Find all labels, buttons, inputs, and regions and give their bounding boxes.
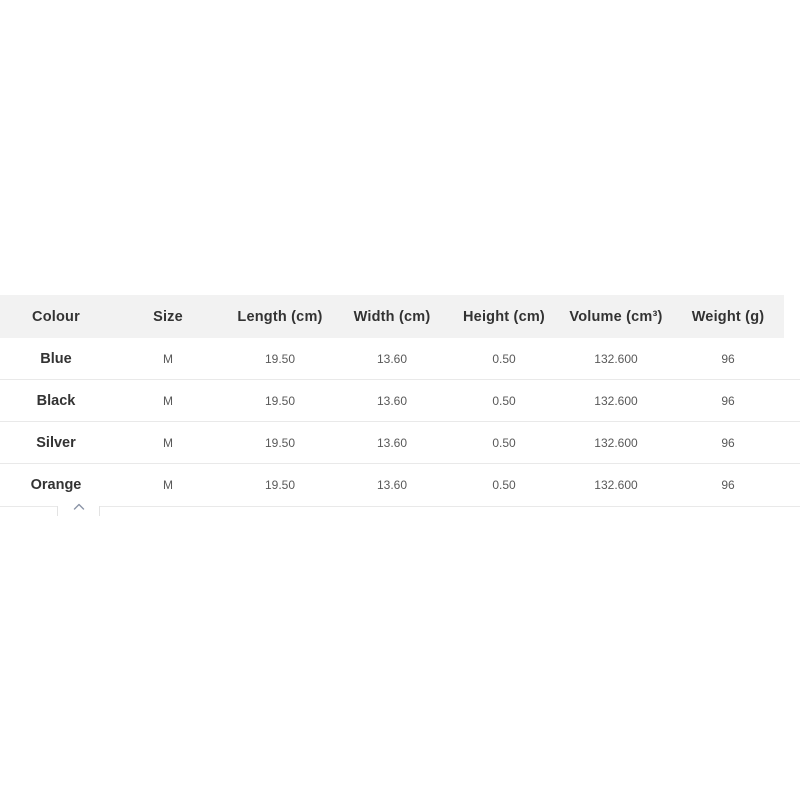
- cell-size: M: [163, 478, 173, 492]
- cell-length: 19.50: [264, 435, 296, 450]
- cell-height: 0.50: [492, 393, 516, 408]
- cell-height: 0.50: [492, 351, 516, 366]
- cell-length: 19.50: [264, 351, 296, 366]
- cell-size: M: [163, 351, 173, 366]
- column-header-size: Size: [153, 308, 183, 325]
- column-header-length: Length (cm): [237, 308, 323, 325]
- cell-weight: 96: [721, 435, 735, 450]
- table-bottom-border: [0, 503, 800, 516]
- cell-height: 0.50: [492, 435, 516, 450]
- cell-volume: 132.600: [594, 393, 638, 408]
- column-header-volume: Volume (cm³): [569, 308, 663, 325]
- table-row: Blue M 19.50 13.60 0.50 132.600 96: [0, 338, 800, 380]
- cell-width: 13.60: [376, 393, 408, 408]
- specification-table: Colour Size Length (cm) Width (cm) Heigh…: [0, 295, 800, 516]
- cell-colour: Black: [36, 392, 76, 409]
- spec-table-header: Colour Size Length (cm) Width (cm) Heigh…: [0, 295, 784, 338]
- cell-colour: Silver: [36, 434, 76, 451]
- cell-colour: Orange: [30, 477, 82, 493]
- column-header-weight: Weight (g): [691, 308, 765, 325]
- cell-width: 13.60: [376, 351, 408, 366]
- cell-volume: 132.600: [594, 478, 638, 492]
- cell-size: M: [163, 435, 173, 450]
- column-header-width: Width (cm): [353, 308, 431, 325]
- cell-weight: 96: [721, 478, 735, 492]
- column-header-colour: Colour: [32, 308, 80, 325]
- cell-width: 13.60: [376, 478, 408, 492]
- cell-size: M: [163, 393, 173, 408]
- collapse-button[interactable]: [57, 503, 100, 516]
- cell-weight: 96: [721, 351, 735, 366]
- cell-weight: 96: [721, 393, 735, 408]
- table-row: Black M 19.50 13.60 0.50 132.600 96: [0, 380, 800, 422]
- cell-colour: Blue: [40, 350, 72, 367]
- chevron-up-icon: [73, 503, 85, 511]
- cell-volume: 132.600: [594, 351, 638, 366]
- column-header-height: Height (cm): [463, 308, 545, 325]
- table-row: Orange M 19.50 13.60 0.50 132.600 96: [0, 464, 800, 506]
- cell-length: 19.50: [264, 478, 296, 492]
- cell-height: 0.50: [492, 478, 516, 492]
- cell-width: 13.60: [376, 435, 408, 450]
- cell-volume: 132.600: [594, 435, 638, 450]
- table-row: Silver M 19.50 13.60 0.50 132.600 96: [0, 422, 800, 464]
- cell-length: 19.50: [264, 393, 296, 408]
